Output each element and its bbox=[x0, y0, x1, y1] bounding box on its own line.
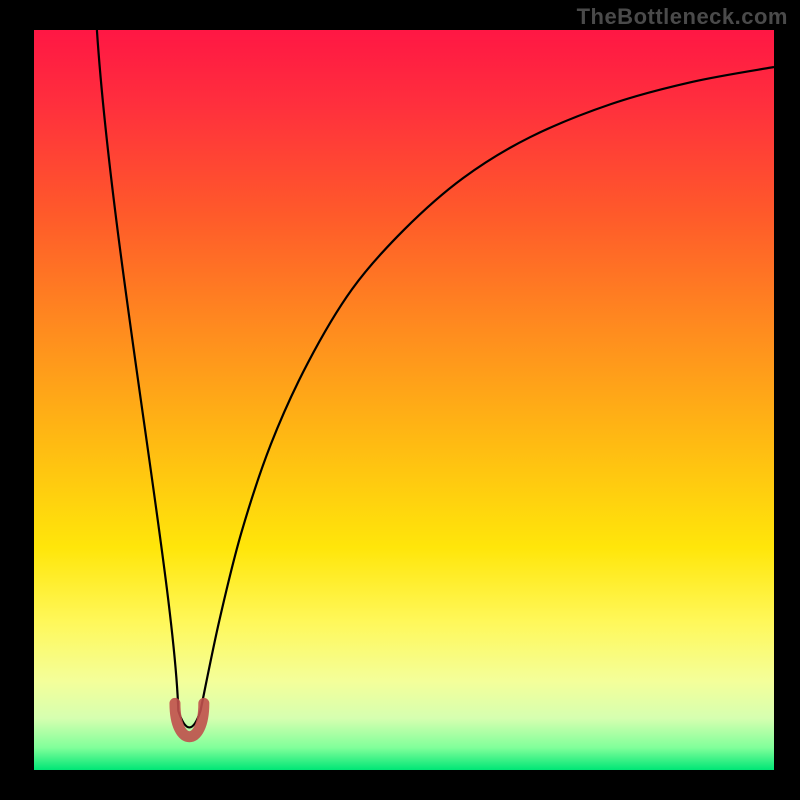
chart-container: TheBottleneck.com bbox=[0, 0, 800, 800]
chart-svg bbox=[0, 0, 800, 800]
plot-background bbox=[34, 30, 774, 770]
watermark-text: TheBottleneck.com bbox=[577, 4, 788, 30]
